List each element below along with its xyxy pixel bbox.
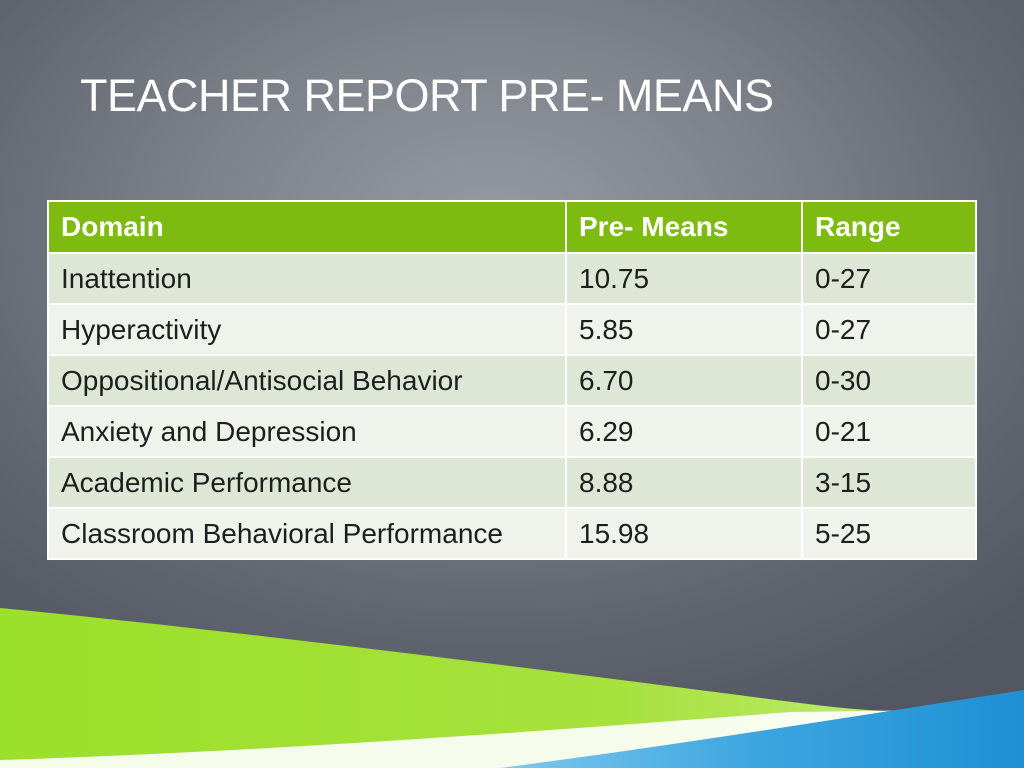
cell-domain: Classroom Behavioral Performance [47,507,567,560]
cell-pre-mean: 8.88 [565,456,803,509]
cell-range: 3-15 [801,456,977,509]
header-domain: Domain [47,200,567,254]
table-row: Oppositional/Antisocial Behavior 6.70 0-… [47,354,977,407]
cell-pre-mean: 10.75 [565,252,803,305]
cell-range: 0-21 [801,405,977,458]
cell-pre-mean: 5.85 [565,303,803,356]
cell-domain: Hyperactivity [47,303,567,356]
cell-pre-mean: 15.98 [565,507,803,560]
cell-range: 5-25 [801,507,977,560]
cell-range: 0-27 [801,252,977,305]
cell-domain: Inattention [47,252,567,305]
cell-pre-mean: 6.70 [565,354,803,407]
cell-range: 0-30 [801,354,977,407]
means-table-container: Domain Pre- Means Range Inattention 10.7… [47,200,977,560]
table-row: Anxiety and Depression 6.29 0-21 [47,405,977,458]
header-range: Range [801,200,977,254]
table-row: Classroom Behavioral Performance 15.98 5… [47,507,977,560]
cell-domain: Academic Performance [47,456,567,509]
blue-swoosh [500,690,1024,768]
table-row: Inattention 10.75 0-27 [47,252,977,305]
table-header-row: Domain Pre- Means Range [47,200,977,254]
header-pre-means: Pre- Means [565,200,803,254]
cell-domain: Oppositional/Antisocial Behavior [47,354,567,407]
cell-domain: Anxiety and Depression [47,405,567,458]
means-table: Domain Pre- Means Range Inattention 10.7… [47,200,977,560]
slide-title: TEACHER REPORT PRE- MEANS [80,70,774,121]
table-row: Academic Performance 8.88 3-15 [47,456,977,509]
table-row: Hyperactivity 5.85 0-27 [47,303,977,356]
cell-range: 0-27 [801,303,977,356]
cell-pre-mean: 6.29 [565,405,803,458]
